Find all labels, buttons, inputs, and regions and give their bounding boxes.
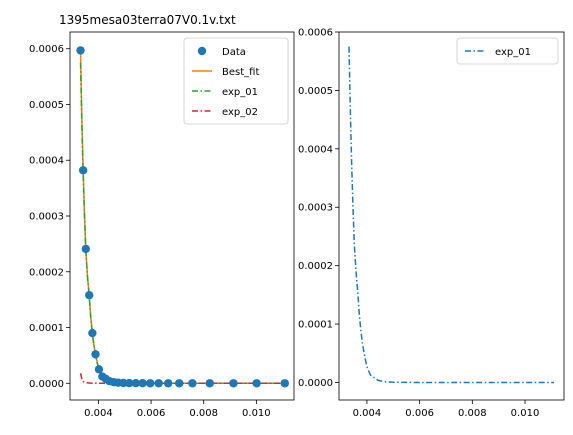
right-y-tick-label: 0.0006 bbox=[298, 28, 333, 39]
right-y-tick-label: 0.0000 bbox=[298, 378, 333, 389]
left-data-point bbox=[188, 379, 197, 388]
left-data-point bbox=[91, 350, 100, 359]
left-data-point bbox=[175, 379, 184, 388]
right-y-tick-label: 0.0004 bbox=[298, 144, 333, 155]
left-legend-label-exp-01: exp_01 bbox=[222, 87, 258, 98]
left-legend-label-exp-02: exp_02 bbox=[222, 107, 258, 118]
left-y-tick-label: 0.0006 bbox=[29, 44, 64, 55]
left-axes: 0.004 0.006 0.008 0.010 0.0000 0.0001 0.0002 0.… bbox=[29, 44, 271, 419]
right-chart-panel: 0.004 0.006 0.008 0.010 0.0000 0.0001 0.0002 0.… bbox=[298, 28, 565, 420]
left-data-point bbox=[229, 379, 238, 388]
left-series-group bbox=[76, 46, 289, 388]
left-x-tick-label: 0.010 bbox=[242, 408, 271, 419]
right-x-tick-label: 0.010 bbox=[511, 408, 540, 419]
right-x-tick-label: 0.008 bbox=[458, 408, 487, 419]
left-y-tick-label: 0.0002 bbox=[29, 267, 64, 278]
left-chart-panel: 1395mesa03terra07V0.1v.txt 0.004 0.006 0.0… bbox=[29, 13, 295, 419]
right-legend-box bbox=[456, 37, 559, 65]
left-y-tick-label: 0.0001 bbox=[29, 323, 64, 334]
right-legend-label-exp-01: exp_01 bbox=[495, 47, 531, 58]
left-legend-label-data: Data bbox=[222, 47, 246, 58]
left-data-point bbox=[85, 290, 94, 300]
left-exp-02-line bbox=[79, 373, 286, 385]
right-x-tick-label: 0.006 bbox=[405, 408, 434, 419]
left-data-point bbox=[138, 379, 147, 388]
left-data-point bbox=[78, 166, 88, 175]
right-y-tick-label: 0.0003 bbox=[298, 203, 333, 214]
left-data-point bbox=[163, 379, 173, 388]
left-data-point bbox=[146, 379, 155, 388]
left-legend-label-best-fit: Best_fit bbox=[222, 67, 259, 78]
right-y-tick-label: 0.0001 bbox=[298, 320, 333, 331]
left-legend-box bbox=[183, 37, 289, 125]
right-y-tick-label: 0.0002 bbox=[298, 261, 333, 272]
left-y-tick-label: 0.0000 bbox=[29, 379, 64, 390]
left-data-point bbox=[252, 379, 261, 388]
left-y-tick-label: 0.0003 bbox=[29, 212, 64, 223]
left-x-tick-label: 0.004 bbox=[84, 408, 113, 419]
left-data-point bbox=[81, 244, 90, 254]
left-x-tick-label: 0.006 bbox=[137, 408, 166, 419]
left-data-point bbox=[125, 378, 134, 388]
left-legend-swatch-data bbox=[197, 46, 207, 56]
left-data-point bbox=[94, 365, 104, 374]
left-data-point bbox=[88, 328, 97, 338]
right-plot-frame bbox=[338, 31, 565, 401]
right-y-tick-label: 0.0005 bbox=[298, 86, 333, 97]
left-y-tick-label: 0.0005 bbox=[29, 100, 64, 111]
left-x-tick-label: 0.008 bbox=[189, 408, 218, 419]
left-data-point bbox=[205, 379, 214, 388]
left-chart-title: 1395mesa03terra07V0.1v.txt bbox=[59, 13, 236, 27]
left-legend: Data Best_fit exp_01 exp_02 bbox=[183, 37, 289, 125]
right-x-tick-label: 0.004 bbox=[353, 408, 382, 419]
left-data-point bbox=[154, 379, 163, 388]
right-axes: 0.004 0.006 0.008 0.010 0.0000 0.0001 0.0002 0.… bbox=[298, 28, 539, 420]
left-data-point bbox=[131, 378, 141, 388]
right-legend: exp_01 bbox=[456, 37, 559, 65]
left-data-point bbox=[280, 379, 289, 388]
left-y-tick-label: 0.0004 bbox=[29, 156, 64, 167]
left-data-point bbox=[76, 46, 85, 55]
